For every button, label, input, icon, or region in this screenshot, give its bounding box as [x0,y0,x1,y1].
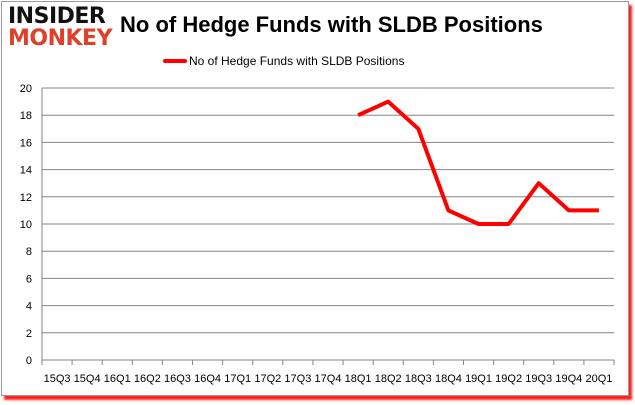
x-tick-label: 15Q3 [44,373,71,385]
x-tick-label: 17Q1 [224,373,251,385]
series-line [357,99,599,226]
logo-line2: MONKEY [8,26,113,51]
y-tick-label: 14 [20,165,32,177]
y-tick-label: 10 [20,219,32,231]
x-tick-label: 19Q2 [495,373,522,385]
x-tick-label: 19Q4 [555,373,582,385]
x-tick-label: 20Q1 [585,373,612,385]
x-tick-label: 18Q2 [375,373,402,385]
x-tick-label: 18Q3 [405,373,432,385]
x-tick-label: 17Q3 [284,373,311,385]
y-tick-label: 8 [26,246,32,258]
y-tick-label: 0 [26,355,32,367]
x-tick-label: 17Q4 [315,373,342,385]
legend-swatch [163,59,187,63]
chart-title: No of Hedge Funds with SLDB Positions [120,12,543,37]
legend-label: No of Hedge Funds with SLDB Positions [189,54,405,68]
y-tick-label: 4 [26,301,32,313]
x-tick-label: 16Q1 [104,373,131,385]
legend: No of Hedge Funds with SLDB Positions [163,54,404,68]
x-tick-label: 15Q4 [74,373,101,385]
y-tick-label: 16 [20,137,32,149]
y-tick-label: 6 [26,273,32,285]
x-tick-label: 17Q2 [254,373,281,385]
y-tick-label: 12 [20,192,32,204]
y-tick-label: 20 [20,83,32,95]
x-tick-label: 19Q3 [525,373,552,385]
y-tick-label: 2 [26,328,32,340]
x-tick-label: 16Q4 [194,373,221,385]
y-tick-label: 18 [20,110,32,122]
x-tick-label: 16Q2 [134,373,161,385]
chart-frame [1,1,629,396]
x-tick-label: 19Q1 [465,373,492,385]
x-tick-label: 18Q4 [435,373,462,385]
x-tick-label: 16Q3 [164,373,191,385]
insider-monkey-logo: INSIDER MONKEY [8,4,113,51]
x-tick-label: 18Q1 [345,373,372,385]
logo-line1: INSIDER [8,4,106,29]
